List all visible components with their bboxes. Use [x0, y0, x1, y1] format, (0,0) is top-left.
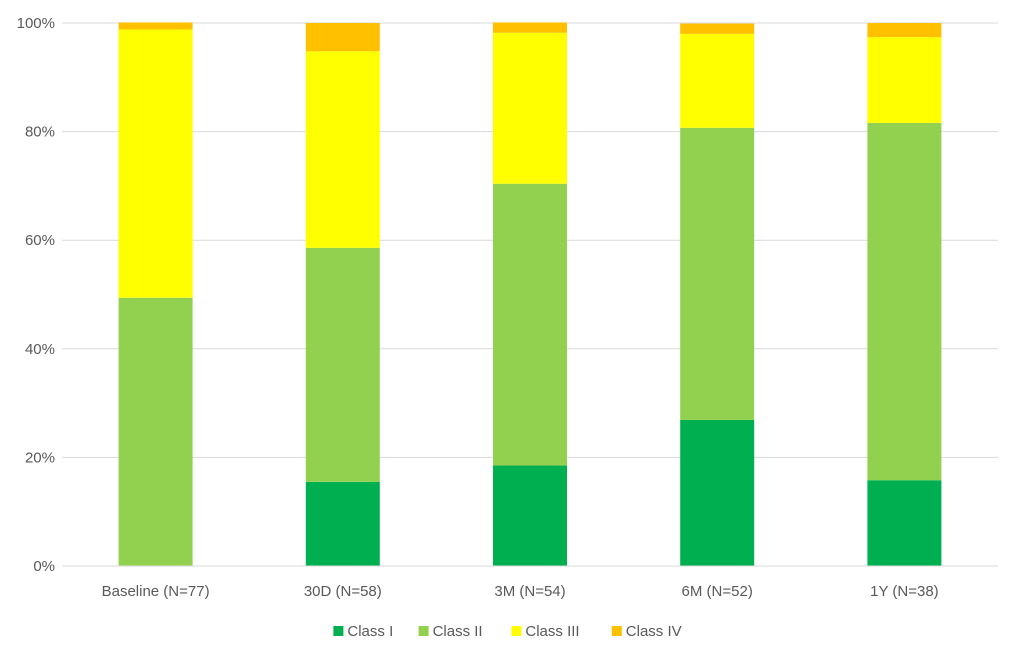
bar-class-ii: [867, 122, 942, 481]
bar-class-iv: [680, 23, 755, 34]
y-tick-label: 40%: [25, 341, 55, 358]
bar-class-iii: [493, 32, 567, 184]
bar-class-i: [680, 419, 755, 566]
bar-class-ii: [680, 127, 755, 420]
bar-class-iii: [305, 51, 380, 248]
legend-swatch: [418, 626, 429, 636]
bars: [118, 22, 942, 566]
bar-class-ii: [118, 297, 193, 566]
legend-swatch: [511, 626, 522, 636]
legend: Class I Class II Class III Class IV: [333, 623, 682, 640]
bar-class-iii: [680, 33, 755, 128]
y-axis-ticks: 0% 20% 40% 60% 80% 100%: [17, 15, 55, 575]
y-tick-label: 0%: [33, 558, 55, 575]
bar-class-iii: [867, 37, 942, 123]
legend-label: Class III: [525, 623, 579, 640]
bar-class-i: [867, 480, 942, 566]
bar-class-ii: [305, 247, 380, 482]
y-tick-label: 80%: [25, 124, 55, 141]
bar-class-iv: [867, 23, 942, 38]
bar-class-i: [493, 465, 567, 566]
legend-label: Class II: [433, 623, 483, 640]
x-axis-ticks: Baseline (N=77) 30D (N=58) 3M (N=54) 6M (N=…: [102, 583, 939, 600]
bar-class-iv: [305, 23, 380, 52]
bar-class-i: [305, 481, 380, 566]
legend-swatch: [333, 626, 344, 636]
bar-class-ii: [493, 183, 567, 466]
bar-class-iv: [493, 22, 567, 33]
x-tick-label: 1Y (N=38): [870, 583, 939, 600]
y-tick-label: 20%: [25, 449, 55, 466]
y-tick-label: 60%: [25, 232, 55, 249]
x-tick-label: Baseline (N=77): [102, 583, 210, 600]
legend-label: Class I: [347, 623, 393, 640]
bar-class-iv: [118, 22, 193, 30]
x-tick-label: 30D (N=58): [304, 583, 382, 600]
legend-label: Class IV: [626, 623, 682, 640]
y-tick-label: 100%: [17, 15, 55, 32]
bar-class-iii: [118, 29, 193, 298]
legend-swatch: [611, 626, 622, 636]
x-tick-label: 6M (N=52): [682, 583, 753, 600]
x-tick-label: 3M (N=54): [494, 583, 565, 600]
